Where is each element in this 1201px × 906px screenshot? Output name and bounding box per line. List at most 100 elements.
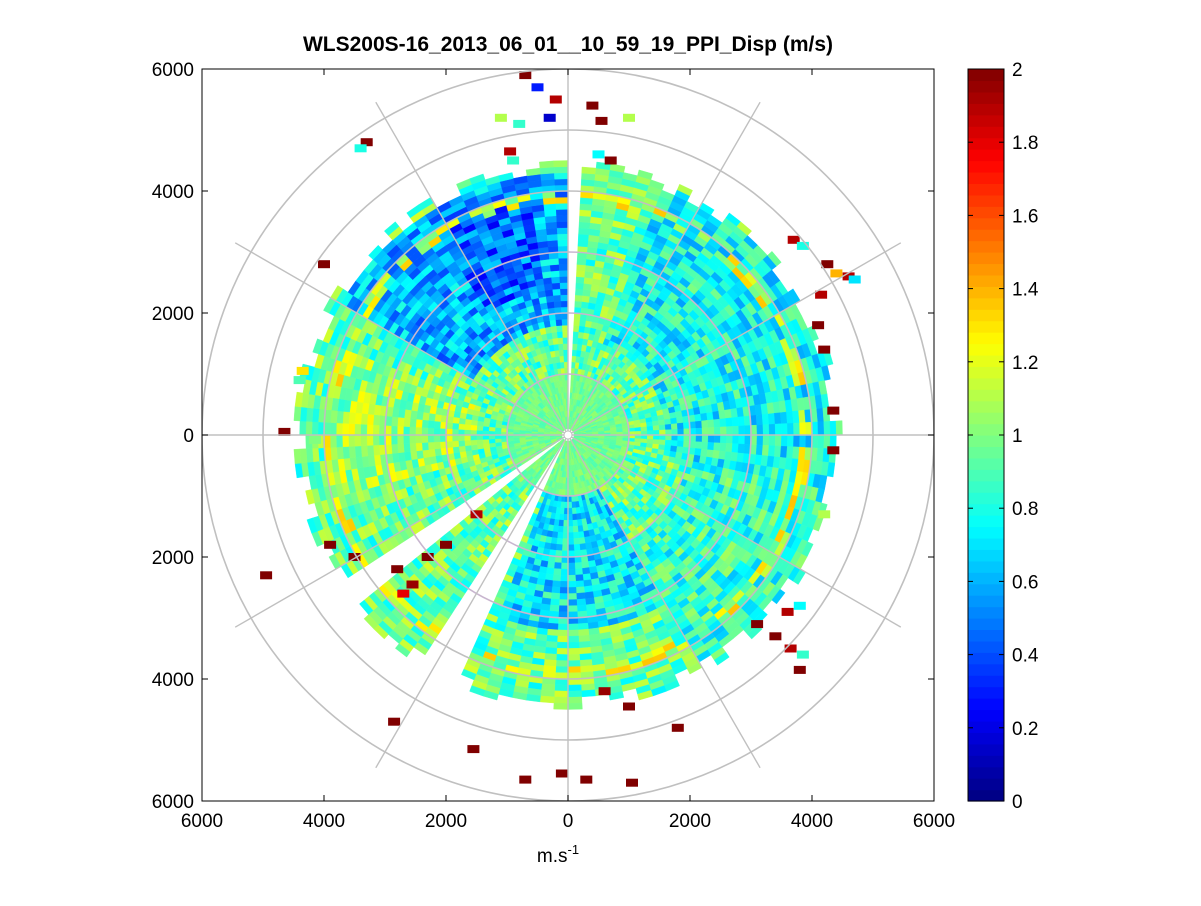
field-cell: [446, 435, 452, 441]
field-cell: [397, 444, 404, 453]
field-cell: [714, 443, 721, 451]
field-cell: [568, 636, 579, 642]
field-cell: [733, 426, 739, 435]
field-cell: [560, 362, 564, 368]
field-cell: [617, 429, 623, 432]
x-tick-label: 2000: [425, 811, 467, 832]
field-cell: [581, 173, 595, 180]
field-cell: [477, 444, 484, 449]
outlier-point: [794, 602, 806, 610]
field-cell: [739, 435, 745, 444]
field-cell: [552, 283, 560, 290]
field-cell: [428, 435, 434, 442]
field-cell: [306, 408, 313, 422]
field-cell: [824, 421, 831, 435]
field-cell: [757, 425, 763, 435]
field-cell: [547, 302, 555, 309]
field-cell: [733, 435, 739, 444]
field-cell: [543, 197, 556, 204]
field-cell: [702, 435, 708, 442]
field-cell: [471, 440, 478, 445]
field-cell: [720, 427, 726, 435]
field-cell: [653, 430, 659, 435]
field-cell: [576, 513, 581, 520]
field-cell: [539, 161, 554, 168]
field-cell: [670, 418, 677, 424]
field-cell: [555, 350, 560, 357]
field-cell: [575, 289, 583, 296]
field-cell: [343, 447, 350, 459]
outlier-point: [519, 776, 531, 784]
field-cell: [580, 543, 587, 550]
field-cell: [464, 435, 470, 440]
outlier-point: [626, 779, 638, 787]
field-cell: [435, 448, 442, 456]
outlier-point: [623, 114, 635, 122]
field-cell: [434, 442, 441, 449]
field-cell: [337, 447, 344, 459]
field-cell: [541, 684, 555, 691]
field-cell: [800, 435, 806, 448]
outlier-point: [812, 321, 824, 329]
field-cell: [579, 222, 590, 229]
chart-title: WLS200S-16_2013_06_01__10_59_19_PPI_Disp…: [303, 33, 833, 56]
field-cell: [576, 277, 585, 284]
field-cell: [647, 426, 653, 431]
field-cell: [560, 276, 568, 282]
field-cell: [678, 429, 684, 435]
field-cell: [579, 635, 590, 642]
field-cell: [561, 563, 568, 569]
field-cell: [458, 440, 465, 446]
field-cell: [557, 636, 568, 642]
field-cell: [416, 427, 422, 435]
field-cell: [404, 443, 411, 452]
field-cell: [578, 525, 584, 532]
field-cell: [563, 526, 568, 532]
field-cell: [452, 423, 459, 429]
field-cell: [580, 653, 592, 660]
field-cell: [568, 660, 580, 666]
field-cell: [551, 271, 560, 278]
outlier-point: [849, 276, 861, 284]
field-cell: [635, 427, 641, 431]
field-cell: [554, 173, 568, 180]
field-cell: [665, 424, 672, 430]
field-cell: [818, 422, 824, 435]
field-cell: [337, 411, 344, 423]
outlier-point: [324, 541, 336, 549]
field-cell: [775, 435, 781, 446]
field-cell: [580, 210, 592, 217]
field-cell: [553, 289, 561, 296]
field-cell: [763, 425, 769, 436]
field-cell: [714, 435, 720, 443]
field-cell: [434, 435, 440, 442]
field-cell: [551, 326, 557, 333]
field-cell: [799, 447, 806, 460]
field-cell: [550, 320, 557, 327]
field-cell: [701, 449, 708, 457]
field-cell: [556, 660, 568, 666]
field-cell: [579, 216, 591, 223]
field-cell: [554, 344, 559, 351]
field-cell: [558, 240, 568, 246]
field-cell: [403, 435, 409, 444]
field-cell: [361, 413, 368, 424]
field-cell: [562, 325, 568, 331]
field-cell: [720, 435, 726, 443]
field-cell: [714, 427, 720, 435]
field-cell: [568, 545, 574, 551]
field-cell: [562, 551, 568, 557]
field-cell: [581, 179, 595, 186]
field-cell: [555, 685, 568, 691]
field-cell: [477, 440, 484, 445]
field-cell: [562, 380, 565, 386]
field-cell: [348, 435, 354, 447]
field-cell: [554, 301, 561, 308]
field-cell: [560, 575, 568, 581]
field-cell: [768, 413, 775, 424]
field-cell: [577, 519, 582, 526]
field-cell: [582, 568, 590, 575]
field-cell: [557, 538, 563, 545]
field-cell: [422, 442, 429, 450]
